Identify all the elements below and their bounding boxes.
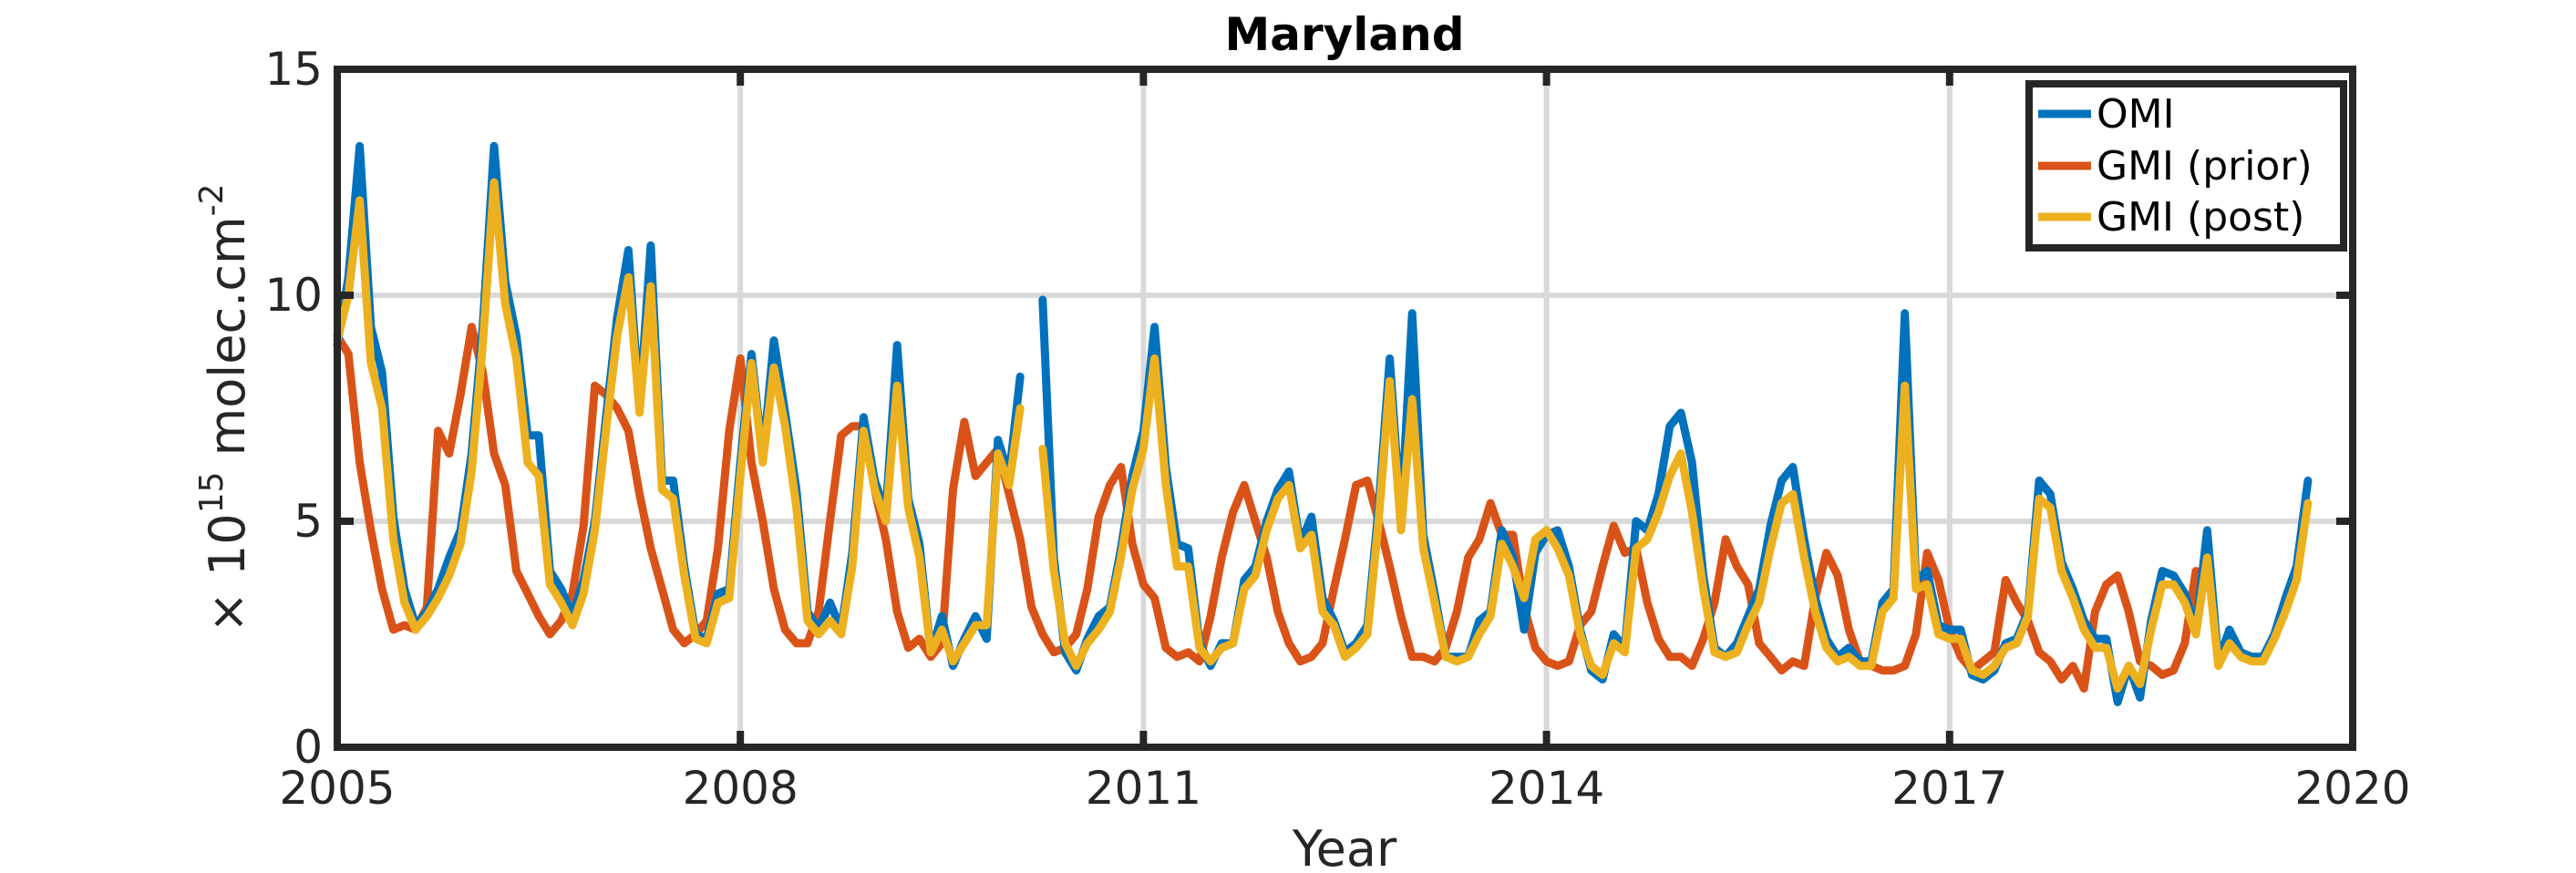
legend: OMI GMI (prior) GMI (post) (2025, 80, 2347, 252)
legend-label-gmi-prior: GMI (prior) (2097, 143, 2313, 190)
y-tick-label: 10 (264, 269, 323, 322)
x-axis-title: Year (1292, 820, 1397, 873)
x-tick-label: 2005 (279, 762, 395, 815)
y-tick-label: 15 (264, 43, 323, 96)
legend-label-gmi-post: GMI (post) (2097, 194, 2304, 241)
y-axis-title-prefix: × 10 (199, 513, 256, 632)
y-axis-title-unit-exponent: -2 (193, 183, 231, 216)
x-tick-label: 2020 (2294, 762, 2410, 815)
y-axis-title: × 1015 molec.cm-2 (193, 183, 256, 632)
y-axis-title-unit: molec.cm (199, 216, 256, 471)
series-line-gmi-post (333, 178, 2313, 693)
series-layer (333, 141, 2313, 706)
x-tick-label: 2014 (1489, 762, 1604, 815)
legend-label-omi: OMI (2097, 91, 2175, 138)
y-axis-title-exponent: 15 (193, 472, 231, 514)
x-tick-labels: 2005 2008 2011 2014 2017 2020 (279, 762, 2410, 815)
chart-title: Maryland (1224, 8, 1464, 61)
axis-ticks (334, 66, 2356, 751)
x-tick-label: 2017 (1891, 762, 2007, 815)
y-tick-label: 5 (294, 495, 323, 548)
series-line-gmi-prior (333, 323, 2211, 693)
x-tick-label: 2008 (683, 762, 799, 815)
axes-frame (334, 66, 2356, 751)
y-tick-labels: 0 5 10 15 (264, 43, 323, 774)
x-tick-label: 2011 (1086, 762, 1201, 815)
y-tick-label: 0 (294, 721, 323, 774)
